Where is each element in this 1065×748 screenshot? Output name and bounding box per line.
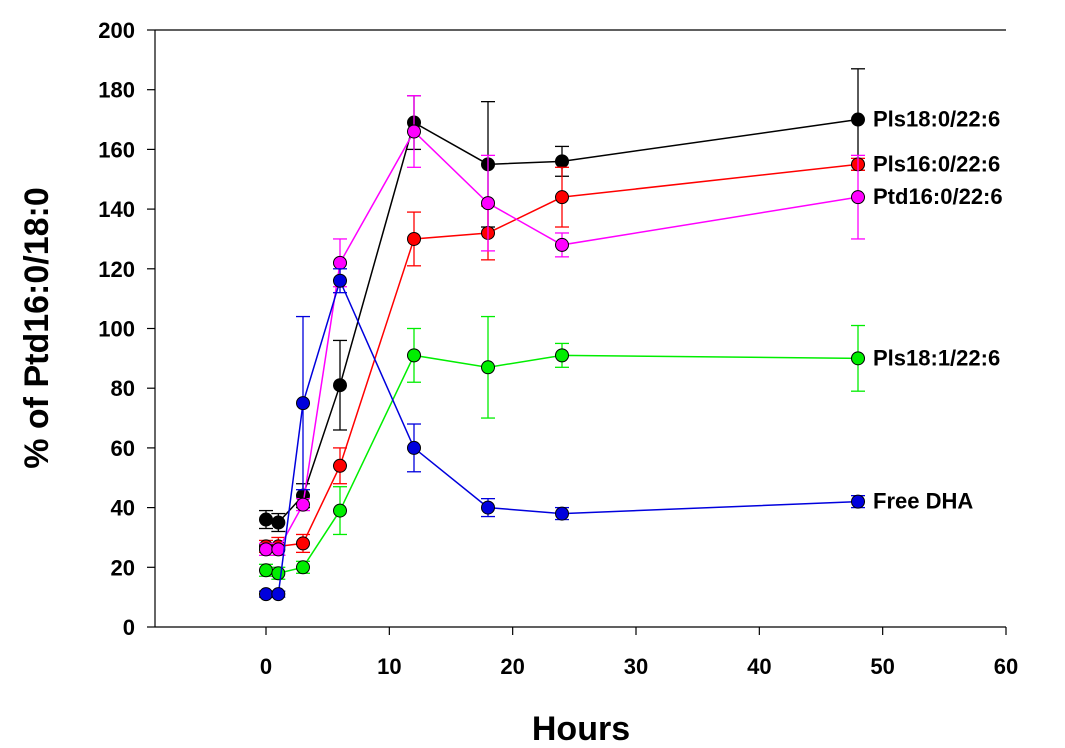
data-point <box>407 124 421 139</box>
data-point <box>555 190 569 205</box>
series-0 <box>259 68 865 533</box>
y-tick-label: 100 <box>98 317 135 342</box>
data-point <box>481 360 495 375</box>
series-line <box>265 354 859 575</box>
x-tick-label: 0 <box>260 654 272 679</box>
data-point <box>407 231 421 246</box>
series-labels: Pls18:0/22:6 Pls16:0/22:6 Ptd16:0/22:6 Pls1… <box>873 107 1003 514</box>
series-label: Pls18:0/22:6 <box>873 107 1000 132</box>
series-3 <box>259 315 865 581</box>
y-tick-label: 120 <box>98 257 135 282</box>
x-tick-label: 60 <box>994 654 1018 679</box>
x-tick-label: 20 <box>500 654 524 679</box>
y-tick-label: 20 <box>111 555 135 580</box>
data-point <box>851 190 865 205</box>
data-point <box>481 196 495 211</box>
y-tick-label: 80 <box>111 376 135 401</box>
y-tick-label: 60 <box>111 436 135 461</box>
data-point <box>555 237 569 252</box>
x-tick-label: 10 <box>377 654 401 679</box>
data-point <box>481 500 495 515</box>
series-line <box>266 278 859 595</box>
x-tick-label: 50 <box>870 654 894 679</box>
y-tick-label: 200 <box>98 18 135 43</box>
data-point <box>333 503 347 518</box>
data-point <box>296 396 310 411</box>
data-point <box>407 348 421 363</box>
series-label: Pls16:0/22:6 <box>873 151 1000 176</box>
y-axis-title: % of Ptd16:0/18:0 <box>18 187 56 469</box>
data-point <box>555 506 569 521</box>
data-point <box>259 563 273 578</box>
data-point <box>333 273 347 288</box>
y-tick-label: 180 <box>98 78 135 103</box>
data-point <box>555 348 569 363</box>
y-tick-label: 0 <box>123 615 135 640</box>
data-point <box>851 351 865 366</box>
series-line <box>266 130 859 551</box>
data-point <box>296 536 310 551</box>
tick-labels: 0 20 40 60 80 100 120 140 160 180 200 0 10 20 30 40 50 60 <box>98 18 1018 679</box>
y-tick-label: 160 <box>98 137 135 162</box>
data-point <box>333 255 347 270</box>
data-point <box>259 587 273 602</box>
series-group <box>259 68 865 602</box>
data-point <box>407 440 421 455</box>
data-point <box>333 458 347 473</box>
x-axis-title: Hours <box>532 710 630 748</box>
data-point <box>259 542 273 557</box>
data-point <box>851 494 865 509</box>
y-tick-label: 40 <box>111 496 135 521</box>
data-point <box>851 112 865 127</box>
data-point <box>296 497 310 512</box>
x-tick-label: 40 <box>747 654 771 679</box>
series-label: Free DHA <box>873 489 973 514</box>
data-point <box>333 378 347 393</box>
data-point <box>259 512 273 527</box>
data-point <box>555 154 569 169</box>
data-point <box>271 566 286 581</box>
y-tick-label: 140 <box>98 197 135 222</box>
series-label: Ptd16:0/22:6 <box>873 184 1003 209</box>
series-2 <box>259 95 865 557</box>
x-tick-label: 30 <box>624 654 648 679</box>
series-label: Pls18:1/22:6 <box>873 345 1000 370</box>
data-point <box>271 587 286 602</box>
data-point <box>296 560 310 575</box>
series-4 <box>259 268 865 602</box>
data-point <box>271 515 286 530</box>
